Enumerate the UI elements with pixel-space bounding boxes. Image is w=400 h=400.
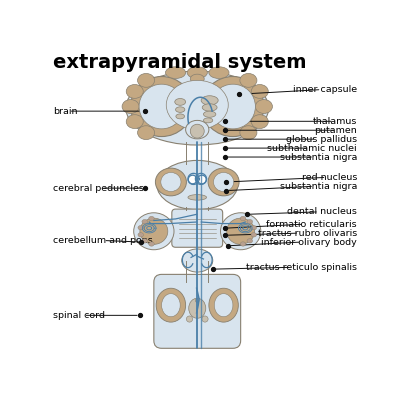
Ellipse shape [247,239,252,243]
Ellipse shape [155,168,186,196]
Ellipse shape [138,226,144,230]
Ellipse shape [138,233,144,237]
Text: tractus reticulo spinalis: tractus reticulo spinalis [246,263,357,272]
Ellipse shape [126,115,143,128]
Ellipse shape [190,74,204,84]
Ellipse shape [138,126,155,140]
Text: extrapyramidal system: extrapyramidal system [53,53,307,72]
FancyBboxPatch shape [154,274,241,348]
Ellipse shape [166,80,228,130]
Ellipse shape [186,120,209,139]
Ellipse shape [240,216,246,221]
Text: putamen: putamen [314,126,357,135]
Ellipse shape [161,172,181,192]
Ellipse shape [139,84,184,129]
Ellipse shape [220,213,261,250]
Ellipse shape [210,84,255,129]
Ellipse shape [156,288,186,322]
Ellipse shape [240,126,257,140]
Ellipse shape [202,76,264,136]
Text: cerebral peduncles: cerebral peduncles [53,184,144,193]
Text: thalamus: thalamus [312,117,357,126]
Ellipse shape [142,239,148,243]
Ellipse shape [140,218,168,244]
Ellipse shape [209,67,229,78]
Ellipse shape [157,160,238,210]
Ellipse shape [166,67,186,78]
Ellipse shape [201,96,218,105]
Ellipse shape [186,316,193,322]
Text: cerebellum and pons: cerebellum and pons [53,236,153,245]
Ellipse shape [175,98,186,105]
Text: brain: brain [53,107,78,116]
Ellipse shape [202,104,217,111]
Ellipse shape [176,107,185,112]
FancyBboxPatch shape [172,209,223,247]
Text: red nucleus: red nucleus [302,173,357,182]
Ellipse shape [204,118,213,123]
Ellipse shape [198,175,206,184]
Ellipse shape [255,100,272,114]
Ellipse shape [188,195,206,200]
Text: formatio reticularis: formatio reticularis [266,220,357,229]
Ellipse shape [189,298,206,318]
Ellipse shape [202,316,208,322]
Ellipse shape [214,172,234,192]
Ellipse shape [142,220,148,224]
Ellipse shape [162,294,180,317]
Text: inferior olivary body: inferior olivary body [261,238,357,246]
Text: globus pallidus: globus pallidus [286,135,357,144]
Ellipse shape [251,226,256,230]
Ellipse shape [251,84,268,98]
Ellipse shape [204,111,216,117]
Ellipse shape [190,124,204,138]
Ellipse shape [208,168,239,196]
Text: subthalamic nuclei: subthalamic nuclei [267,144,357,152]
Ellipse shape [130,76,193,136]
Ellipse shape [126,84,143,98]
Ellipse shape [251,233,256,237]
Text: inner capsule: inner capsule [293,85,357,94]
Ellipse shape [247,220,252,224]
Ellipse shape [195,299,199,302]
Text: spinal cord: spinal cord [53,311,105,320]
Ellipse shape [187,67,207,78]
Ellipse shape [251,115,268,128]
Ellipse shape [138,74,155,87]
Ellipse shape [134,213,174,250]
Ellipse shape [149,242,154,246]
Ellipse shape [182,249,213,272]
Ellipse shape [209,288,238,322]
Text: substantia nigra: substantia nigra [280,182,357,191]
Ellipse shape [176,114,184,119]
Text: tractus rubro olivaris: tractus rubro olivaris [258,229,357,238]
Text: substantia nigra: substantia nigra [280,152,357,162]
Ellipse shape [240,242,246,246]
Text: dental nucleus: dental nucleus [287,207,357,216]
Ellipse shape [214,294,233,317]
Ellipse shape [122,100,139,114]
Ellipse shape [126,71,268,145]
Ellipse shape [149,216,154,221]
Ellipse shape [240,74,257,87]
Ellipse shape [227,218,254,244]
Ellipse shape [188,175,197,184]
